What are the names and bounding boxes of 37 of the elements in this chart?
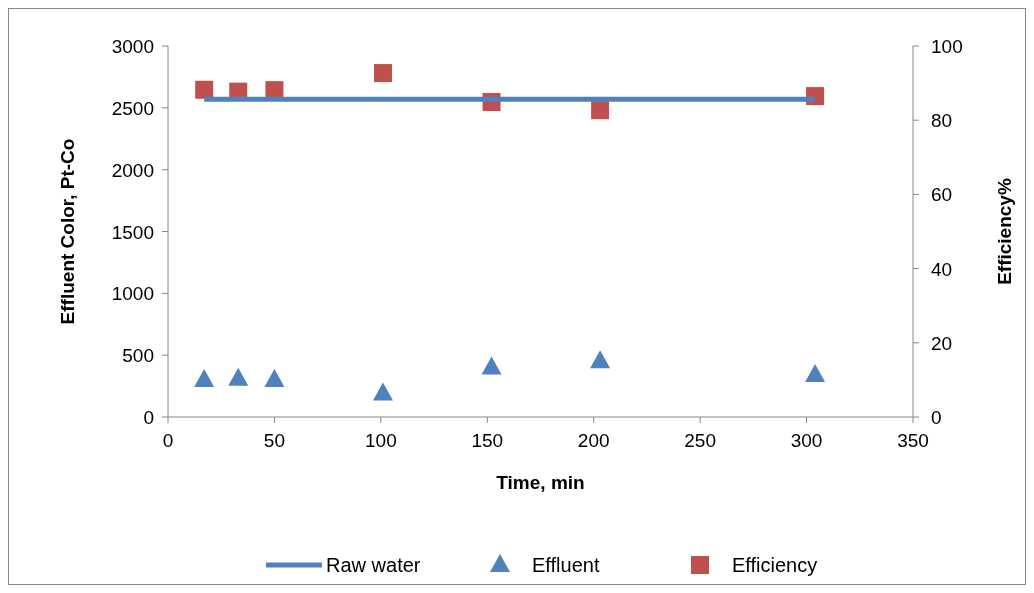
y2-tick-label: 80: [931, 110, 953, 132]
y2-tick-label: 0: [931, 407, 942, 428]
x-tick-label: 150: [471, 430, 504, 451]
x-tick-label: 350: [897, 430, 929, 451]
point: [372, 382, 393, 401]
x-tick-label: 250: [684, 430, 716, 451]
legend-label: Efficiency: [732, 554, 818, 576]
point: [373, 64, 392, 83]
y-tick-label: 2500: [111, 97, 154, 119]
point: [481, 356, 502, 375]
y2-axis-title: Efficiency%: [994, 178, 1015, 285]
y2-tick-label: 40: [931, 258, 953, 280]
x-tick-label: 0: [162, 430, 174, 451]
y2-tick-label: 60: [931, 184, 953, 206]
x-axis-title: Time, min: [496, 472, 585, 493]
legend-label: Effluent: [532, 554, 600, 576]
y-tick-label: 3000: [111, 36, 154, 57]
y-tick-label: 2000: [111, 159, 154, 181]
y-tick-label: 0: [143, 407, 154, 428]
y2-tick-label: 20: [931, 332, 953, 354]
point: [264, 368, 285, 387]
point: [228, 367, 249, 386]
y-tick-label: 1000: [111, 283, 154, 305]
point: [805, 363, 826, 382]
point: [194, 368, 215, 387]
point: [590, 350, 611, 369]
point: [195, 80, 214, 99]
x-tick-label: 200: [577, 430, 610, 451]
x-tick-label: 300: [790, 430, 823, 451]
y-axis-title: Effluent Color, Pt-Co: [57, 138, 78, 325]
x-tick-label: 100: [365, 430, 397, 451]
y-tick-label: 500: [122, 345, 154, 367]
point: [591, 101, 610, 120]
x-tick-label: 50: [263, 430, 285, 451]
legend-label: Raw water: [326, 554, 421, 576]
y2-tick-label: 100: [931, 36, 963, 57]
y-tick-label: 1500: [111, 221, 154, 243]
